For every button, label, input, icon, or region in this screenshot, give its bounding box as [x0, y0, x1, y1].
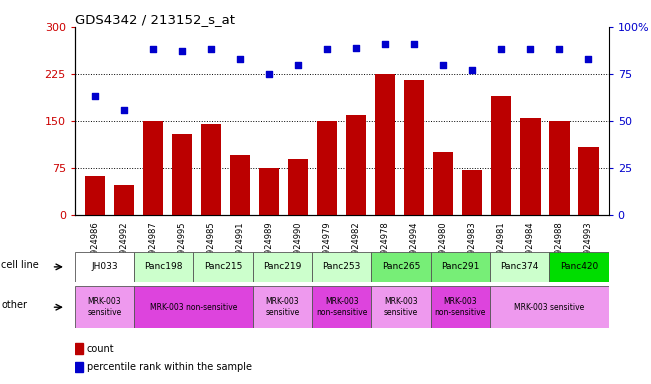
Bar — [549, 252, 609, 282]
Point — [554, 46, 564, 53]
Point — [293, 61, 303, 68]
Text: MRK-003
sensitive: MRK-003 sensitive — [384, 298, 418, 317]
Bar — [134, 252, 193, 282]
Text: MRK-003
non-sensitive: MRK-003 non-sensitive — [316, 298, 367, 317]
Text: Panc374: Panc374 — [501, 262, 539, 271]
Bar — [75, 343, 83, 354]
Text: GDS4342 / 213152_s_at: GDS4342 / 213152_s_at — [75, 13, 235, 26]
Text: Panc253: Panc253 — [323, 262, 361, 271]
Text: MRK-003
non-sensitive: MRK-003 non-sensitive — [435, 298, 486, 317]
Text: Panc215: Panc215 — [204, 262, 242, 271]
Point — [525, 46, 536, 53]
Text: count: count — [87, 344, 114, 354]
Bar — [433, 152, 454, 215]
Bar — [230, 156, 251, 215]
Bar — [520, 118, 540, 215]
Point — [467, 67, 478, 73]
Point — [496, 46, 506, 53]
Bar — [346, 115, 367, 215]
Bar — [85, 176, 105, 215]
Point — [90, 93, 100, 99]
Bar — [490, 286, 609, 328]
Bar — [75, 286, 134, 328]
Text: Panc420: Panc420 — [560, 262, 598, 271]
Point — [177, 48, 187, 55]
Bar — [312, 252, 372, 282]
Bar — [372, 252, 431, 282]
Bar — [462, 170, 482, 215]
Bar — [404, 80, 424, 215]
Text: Panc198: Panc198 — [145, 262, 183, 271]
Bar — [492, 96, 512, 215]
Bar — [172, 134, 192, 215]
Text: percentile rank within the sample: percentile rank within the sample — [87, 362, 251, 372]
Bar — [201, 124, 221, 215]
Bar — [75, 362, 83, 372]
Point — [351, 45, 361, 51]
Bar — [372, 286, 431, 328]
Point — [409, 41, 419, 47]
Text: JH033: JH033 — [91, 262, 118, 271]
Bar — [193, 252, 253, 282]
Bar — [259, 168, 279, 215]
Bar — [253, 252, 312, 282]
Bar — [114, 185, 134, 215]
Bar — [288, 159, 309, 215]
Bar — [312, 286, 372, 328]
Point — [583, 56, 594, 62]
Text: MRK-003
sensitive: MRK-003 sensitive — [266, 298, 299, 317]
Text: cell line: cell line — [1, 260, 39, 270]
Bar — [253, 286, 312, 328]
Text: MRK-003 sensitive: MRK-003 sensitive — [514, 303, 585, 312]
Point — [206, 46, 216, 53]
Bar — [431, 286, 490, 328]
Bar — [375, 74, 395, 215]
Bar — [431, 252, 490, 282]
Text: Panc291: Panc291 — [441, 262, 480, 271]
Bar — [317, 121, 337, 215]
Point — [235, 56, 245, 62]
Text: Panc265: Panc265 — [382, 262, 421, 271]
Point — [438, 61, 449, 68]
Point — [148, 46, 158, 53]
Bar — [490, 252, 549, 282]
Bar — [143, 121, 163, 215]
Bar — [578, 147, 598, 215]
Bar — [549, 121, 570, 215]
Text: Panc219: Panc219 — [263, 262, 301, 271]
Text: MRK-003
sensitive: MRK-003 sensitive — [87, 298, 122, 317]
Point — [264, 71, 275, 77]
Bar — [134, 286, 253, 328]
Bar — [75, 252, 134, 282]
Text: MRK-003 non-sensitive: MRK-003 non-sensitive — [150, 303, 237, 312]
Text: other: other — [1, 300, 27, 310]
Point — [322, 46, 333, 53]
Point — [380, 41, 391, 47]
Point — [119, 107, 130, 113]
